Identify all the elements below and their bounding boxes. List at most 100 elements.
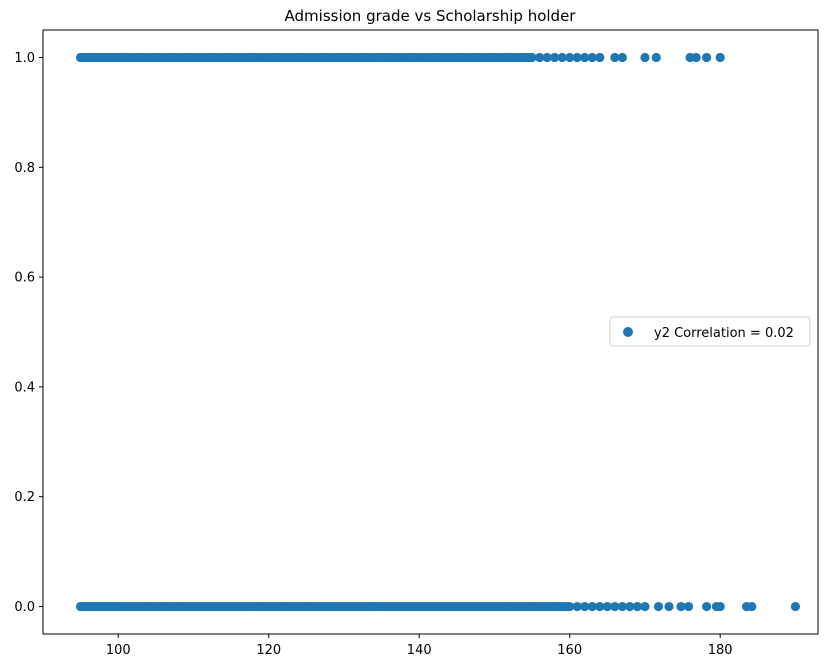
data-point <box>256 601 266 612</box>
data-point <box>369 601 379 612</box>
data-point <box>664 601 674 612</box>
data-point <box>572 52 582 63</box>
legend-box <box>609 316 811 347</box>
data-point <box>632 601 643 612</box>
data-point <box>640 601 650 612</box>
data-point <box>550 52 560 63</box>
chart-title: Admission grade vs Scholarship holder <box>285 7 577 25</box>
data-point <box>610 601 620 612</box>
data-point <box>580 601 590 612</box>
data-point <box>76 52 86 63</box>
data-point <box>790 601 801 612</box>
data-point <box>136 52 146 63</box>
data-point <box>535 52 545 63</box>
data-point <box>158 601 168 612</box>
data-point <box>542 52 552 63</box>
x-tick-label: 180 <box>708 643 733 658</box>
data-point <box>106 601 116 612</box>
data-point <box>98 52 108 63</box>
data-point <box>211 601 221 612</box>
data-point <box>715 601 725 612</box>
x-tick-label: 100 <box>106 643 131 658</box>
data-point <box>151 52 161 63</box>
data-point <box>653 601 664 612</box>
data-point <box>747 601 757 612</box>
x-tick-label: 120 <box>256 643 281 658</box>
y-tick-label: 1.0 <box>14 51 35 66</box>
data-point <box>234 601 244 612</box>
data-point <box>384 52 394 63</box>
data-point <box>587 601 597 612</box>
data-point <box>294 52 304 63</box>
data-point <box>676 601 686 612</box>
data-point <box>83 601 93 612</box>
legend: y2 Correlation = 0.02 <box>609 316 811 347</box>
data-point <box>691 52 701 63</box>
data-point <box>580 52 590 63</box>
data-point <box>143 601 153 612</box>
data-point <box>271 52 281 63</box>
data-point <box>301 601 311 612</box>
data-point <box>504 52 515 63</box>
data-point <box>595 52 605 63</box>
data-point <box>226 52 236 63</box>
legend-marker <box>623 327 633 337</box>
legend-label: y2 Correlation = 0.02 <box>654 326 794 341</box>
data-point <box>414 601 424 612</box>
data-point <box>316 52 326 63</box>
data-point <box>76 601 86 612</box>
data-point <box>91 52 101 63</box>
data-point <box>83 52 93 63</box>
data-point <box>128 601 138 612</box>
data-point <box>279 601 289 612</box>
data-point <box>651 52 661 63</box>
data-point <box>474 52 485 63</box>
data-point <box>346 601 357 612</box>
data-point <box>113 52 123 63</box>
data-point <box>203 52 214 63</box>
data-point <box>550 601 560 612</box>
data-point <box>617 601 627 612</box>
data-point <box>565 601 575 612</box>
y-tick-label: 0.8 <box>14 161 35 176</box>
x-axis: 100 120 140 160 180 <box>106 634 733 658</box>
data-point <box>572 601 582 612</box>
data-point <box>188 601 199 612</box>
data-point <box>98 601 108 612</box>
data-point <box>113 601 123 612</box>
data-point <box>702 601 712 612</box>
data-point <box>617 52 627 63</box>
data-point <box>482 601 492 612</box>
data-point <box>173 601 184 612</box>
data-point <box>557 52 567 63</box>
data-point <box>392 601 402 612</box>
y-tick-label: 0.6 <box>14 271 35 286</box>
x-tick-label: 160 <box>557 643 582 658</box>
data-point <box>91 601 101 612</box>
y-axis: 0.0 0.2 0.4 0.6 0.8 1.0 <box>14 51 43 615</box>
y-tick-label: 0.2 <box>14 490 35 505</box>
data-point <box>595 601 605 612</box>
data-point <box>527 601 537 612</box>
data-point <box>702 52 712 63</box>
plot-frame <box>42 29 819 635</box>
data-point <box>324 601 334 612</box>
data-point <box>640 52 650 63</box>
data-point <box>565 52 575 63</box>
data-point <box>504 601 515 612</box>
x-tick-label: 140 <box>407 643 432 658</box>
data-point <box>715 52 725 63</box>
data-point <box>339 52 349 63</box>
data-point <box>429 52 439 63</box>
data-point <box>121 52 131 63</box>
data-point <box>602 601 612 612</box>
data-point <box>683 601 694 612</box>
data-point <box>106 52 116 63</box>
data-point <box>249 52 259 63</box>
y-tick-label: 0.0 <box>14 600 35 615</box>
data-point <box>519 52 530 63</box>
data-point <box>166 52 176 63</box>
data-point <box>407 52 417 63</box>
data-point <box>452 52 462 63</box>
